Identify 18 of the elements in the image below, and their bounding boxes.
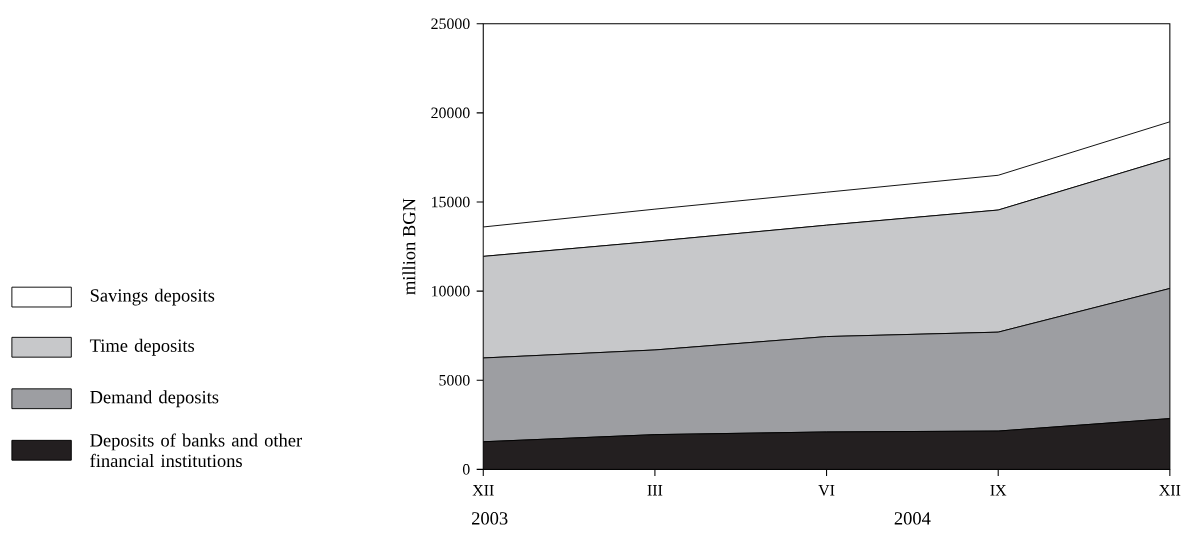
text: 2004 — [894, 512, 931, 525]
y-tick-label: 10000 — [432, 285, 470, 297]
x-tick-label: IX — [990, 485, 1007, 496]
y-tick-label: 20000 — [431, 107, 470, 119]
x-tick-label: XII — [1159, 485, 1181, 496]
x-tick-label: III — [647, 485, 663, 496]
x-tick-label: XII — [472, 485, 494, 496]
legend-label: Time deposits — [89, 338, 195, 356]
y-tick-label: 5000 — [439, 375, 470, 386]
y-tick-label: 0 — [462, 464, 470, 475]
text: 2003 — [472, 512, 508, 525]
y-tick-label: 15000 — [432, 196, 470, 208]
legend-label: Deposits of banks and other financial institutions — [90, 433, 302, 468]
legend-label: Savings deposits — [90, 288, 215, 306]
x-tick-label: VI — [818, 485, 835, 496]
y-tick-label: 25000 — [431, 18, 470, 30]
y-axis-title: million BGN — [402, 198, 416, 295]
legend-label: Demand deposits — [90, 390, 219, 408]
